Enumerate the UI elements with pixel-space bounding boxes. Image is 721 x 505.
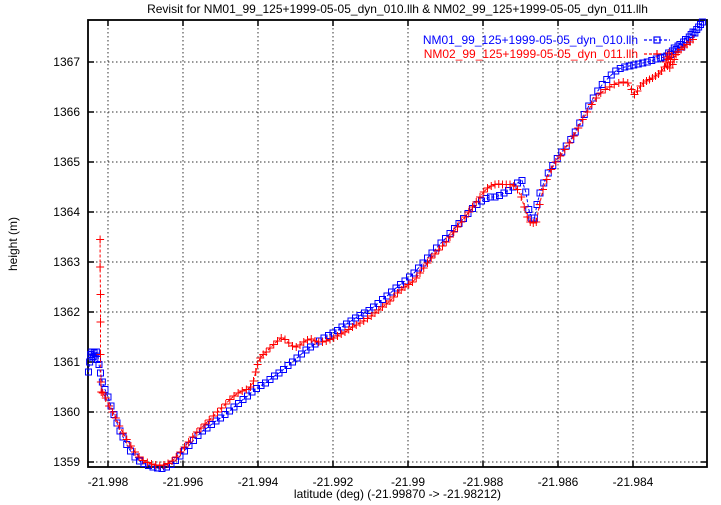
x-tick-label: -21.998 — [88, 475, 129, 489]
y-tick-label: 1365 — [53, 155, 80, 169]
legend-label-nm02: NM02_99_125+1999-05-05_dyn_011.llh — [423, 47, 638, 61]
y-tick-label: 1363 — [53, 255, 80, 269]
x-tick-label: -21.988 — [463, 475, 504, 489]
chart-title: Revisit for NM01_99_125+1999-05-05_dyn_0… — [147, 2, 648, 16]
y-tick-label: 1361 — [53, 355, 80, 369]
x-tick-label: -21.996 — [163, 475, 204, 489]
x-tick-label: -21.984 — [613, 475, 654, 489]
x-tick-label: -21.992 — [313, 475, 354, 489]
series-nm02 — [96, 35, 698, 470]
y-tick-label: 1364 — [53, 205, 80, 219]
legend: NM01_99_125+1999-05-05_dyn_010.llh NM02_… — [423, 33, 671, 61]
y-tick-label: 1360 — [53, 405, 80, 419]
y-tick-label: 1362 — [53, 305, 80, 319]
x-tick-label: -21.99 — [391, 475, 425, 489]
y-axis-label: height (m) — [6, 216, 20, 271]
x-tick-labels: -21.998 -21.996 -21.994 -21.992 -21.99 -21.98… — [88, 475, 654, 489]
y-tick-label: 1366 — [53, 105, 80, 119]
x-tick-label: -21.994 — [238, 475, 279, 489]
legend-row-nm01: NM01_99_125+1999-05-05_dyn_010.llh — [423, 33, 671, 47]
plot-border — [87, 19, 708, 468]
y-tick-labels: 1359 1360 1361 1362 1363 1364 1365 1366 1367 — [53, 55, 80, 469]
x-axis-label: latitude (deg) (-21.99870 -> -21.98212) — [293, 487, 502, 501]
x-tick-label: -21.986 — [538, 475, 579, 489]
tick-marks — [88, 20, 707, 467]
y-tick-label: 1367 — [53, 55, 80, 69]
legend-sample-square-icon — [644, 36, 670, 44]
series-markers — [96, 35, 698, 470]
legend-label-nm01: NM01_99_125+1999-05-05_dyn_010.llh — [422, 33, 638, 47]
y-tick-label: 1359 — [53, 455, 80, 469]
